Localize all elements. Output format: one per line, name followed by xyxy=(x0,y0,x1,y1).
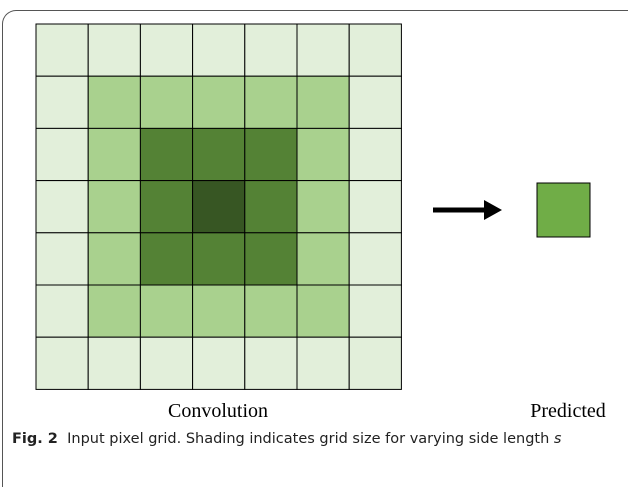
grid-cell xyxy=(139,232,194,286)
caption-text: Input pixel grid. Shading indicates grid… xyxy=(67,431,554,447)
grid-cell xyxy=(87,127,141,182)
grid-cell xyxy=(244,180,298,234)
grid-cell xyxy=(192,75,246,129)
grid-cell xyxy=(87,336,141,390)
grid-cell xyxy=(35,232,89,286)
grid-cell xyxy=(348,284,402,338)
grid-cell xyxy=(296,336,350,390)
grid-cell xyxy=(35,127,89,182)
grid-cell xyxy=(244,75,298,129)
grid-cell xyxy=(35,336,89,390)
grid-cell xyxy=(348,336,402,390)
predicted-label: Predicted xyxy=(530,400,606,422)
grid-cell xyxy=(296,75,350,129)
grid-cell xyxy=(139,336,194,390)
grid-cell xyxy=(348,127,402,182)
grid-cell xyxy=(139,284,194,338)
caption: Fig. 2 Input pixel grid. Shading indicat… xyxy=(12,428,612,451)
grid-cell xyxy=(87,23,141,77)
grid-cell xyxy=(192,336,246,390)
grid-cell xyxy=(35,23,89,77)
grid-cell xyxy=(192,284,246,338)
grid-cell xyxy=(87,180,141,234)
grid-cell xyxy=(296,180,350,234)
grid-cell xyxy=(139,23,194,77)
grid-cell xyxy=(244,23,298,77)
grid-cell xyxy=(35,180,89,234)
grid-cell xyxy=(244,284,298,338)
grid-cell xyxy=(192,232,246,286)
grid-cell xyxy=(192,23,246,77)
grid-cell xyxy=(139,127,194,182)
grid-cell xyxy=(87,284,141,338)
grid-cell xyxy=(35,284,89,338)
grid-cell xyxy=(244,232,298,286)
figure-number: Fig. 2 xyxy=(12,431,58,447)
grid-cell xyxy=(139,180,194,234)
grid-cell xyxy=(139,75,194,129)
grid-cell xyxy=(348,75,402,129)
pixel-grid xyxy=(35,23,402,390)
grid-cell xyxy=(87,232,141,286)
grid-cell xyxy=(348,180,402,234)
grid-cell xyxy=(244,127,298,182)
caption-variable: s xyxy=(553,431,562,447)
predicted-pixel xyxy=(536,182,591,238)
grid-cell xyxy=(296,127,350,182)
arrow-head xyxy=(484,200,502,220)
grid-cell xyxy=(87,75,141,129)
grid-cell xyxy=(348,23,402,77)
grid-cell xyxy=(296,232,350,286)
grid-cell xyxy=(296,284,350,338)
figure-frame xyxy=(2,10,628,487)
grid-cell xyxy=(244,336,298,390)
grid-cell xyxy=(35,75,89,129)
grid-cell xyxy=(192,127,246,182)
convolution-label: Convolution xyxy=(168,400,268,422)
grid-cell xyxy=(192,180,246,234)
grid-cell xyxy=(296,23,350,77)
grid-cell xyxy=(348,232,402,286)
